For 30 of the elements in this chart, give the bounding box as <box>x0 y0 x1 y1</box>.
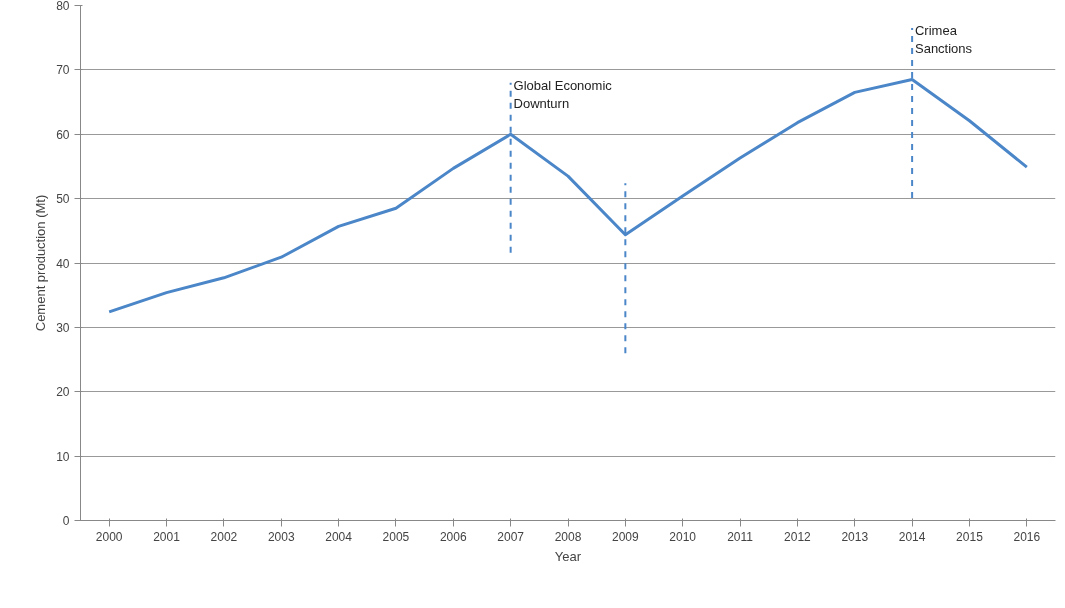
x-tick-label: 2015 <box>956 529 984 544</box>
x-axis-title: Year <box>554 548 582 564</box>
x-tick-label: 2002 <box>210 529 238 544</box>
x-tick-label: 2014 <box>898 529 926 544</box>
x-tick-label: 2013 <box>841 529 869 544</box>
x-tick-label: 2009 <box>612 529 640 544</box>
x-tick-label: 2000 <box>95 529 123 544</box>
y-tick-label: 30 <box>56 320 70 335</box>
y-tick-label: 60 <box>56 127 70 142</box>
x-tick-label: 2008 <box>554 529 582 544</box>
ref-line-label: Global Economic Downturn <box>513 77 613 111</box>
y-tick-label: 10 <box>56 449 70 464</box>
x-tick-label: 2011 <box>727 529 754 544</box>
y-tick-label: 70 <box>56 63 70 78</box>
x-tick-label: 2016 <box>1013 529 1041 544</box>
x-tick-label: 2004 <box>325 529 353 544</box>
y-tick-label: 40 <box>56 256 70 271</box>
y-tick-label: 80 <box>56 0 70 13</box>
y-tick-label: 0 <box>62 514 70 528</box>
ref-line-label: Crimea Sanctions <box>914 22 973 56</box>
x-tick-label: 2003 <box>267 529 295 544</box>
x-tick-label: 2001 <box>153 529 181 544</box>
x-tick-label: 2010 <box>669 529 697 544</box>
y-tick-label: 20 <box>56 385 70 400</box>
y-tick-label: 50 <box>56 192 70 207</box>
x-tick-label: 2012 <box>784 529 812 544</box>
y-axis-title: Cement production (Mt) <box>33 194 49 332</box>
x-tick-label: 2005 <box>382 529 410 544</box>
x-tick-label: 2007 <box>497 529 525 544</box>
x-tick-label: 2006 <box>439 529 467 544</box>
